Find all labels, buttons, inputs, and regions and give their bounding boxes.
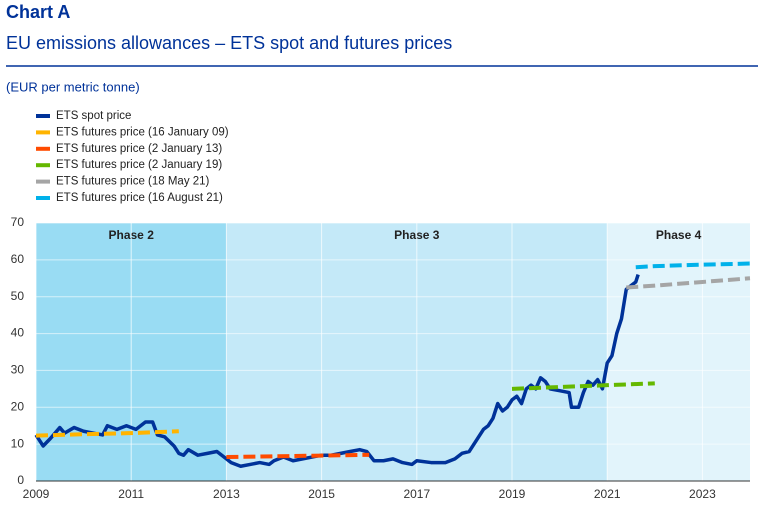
x-tick-label: 2019 (499, 487, 526, 501)
legend-label: ETS spot price (56, 110, 131, 122)
x-tick-label: 2013 (213, 487, 240, 501)
y-tick-label: 20 (11, 399, 25, 413)
y-tick-label: 40 (11, 326, 25, 340)
series-line (34, 274, 640, 469)
series-line (635, 261, 751, 270)
x-tick-label: 2015 (308, 487, 335, 501)
phase-label: Phase 4 (656, 228, 702, 242)
x-tick-label: 2009 (23, 487, 50, 501)
x-tick-label: 2017 (403, 487, 430, 501)
legend-label: ETS futures price (2 January 13) (56, 143, 222, 155)
y-tick-label: 0 (17, 473, 24, 487)
chart-subtitle: EU emissions allowances – ETS spot and f… (6, 33, 452, 53)
phase-region (607, 223, 750, 481)
y-tick-label: 70 (11, 215, 25, 229)
y-tick-label: 10 (11, 436, 25, 450)
series-line (35, 429, 179, 438)
x-tick-label: 2011 (118, 487, 144, 501)
series-line (226, 452, 370, 460)
legend-label: ETS futures price (16 January 09) (56, 126, 229, 138)
y-tick-label: 30 (11, 363, 25, 377)
series-line (511, 381, 655, 391)
legend-label: ETS futures price (18 May 21) (56, 176, 210, 188)
x-tick-label: 2021 (594, 487, 621, 501)
y-axis-label: (EUR per metric tonne) (6, 79, 140, 94)
y-tick-label: 60 (11, 252, 25, 266)
series-line (626, 276, 751, 290)
legend-label: ETS futures price (2 January 19) (56, 159, 222, 171)
x-tick-label: 2023 (689, 487, 716, 501)
legend-label: ETS futures price (16 August 21) (56, 192, 223, 204)
chart-title: Chart A (6, 2, 70, 22)
y-tick-label: 50 (11, 289, 25, 303)
